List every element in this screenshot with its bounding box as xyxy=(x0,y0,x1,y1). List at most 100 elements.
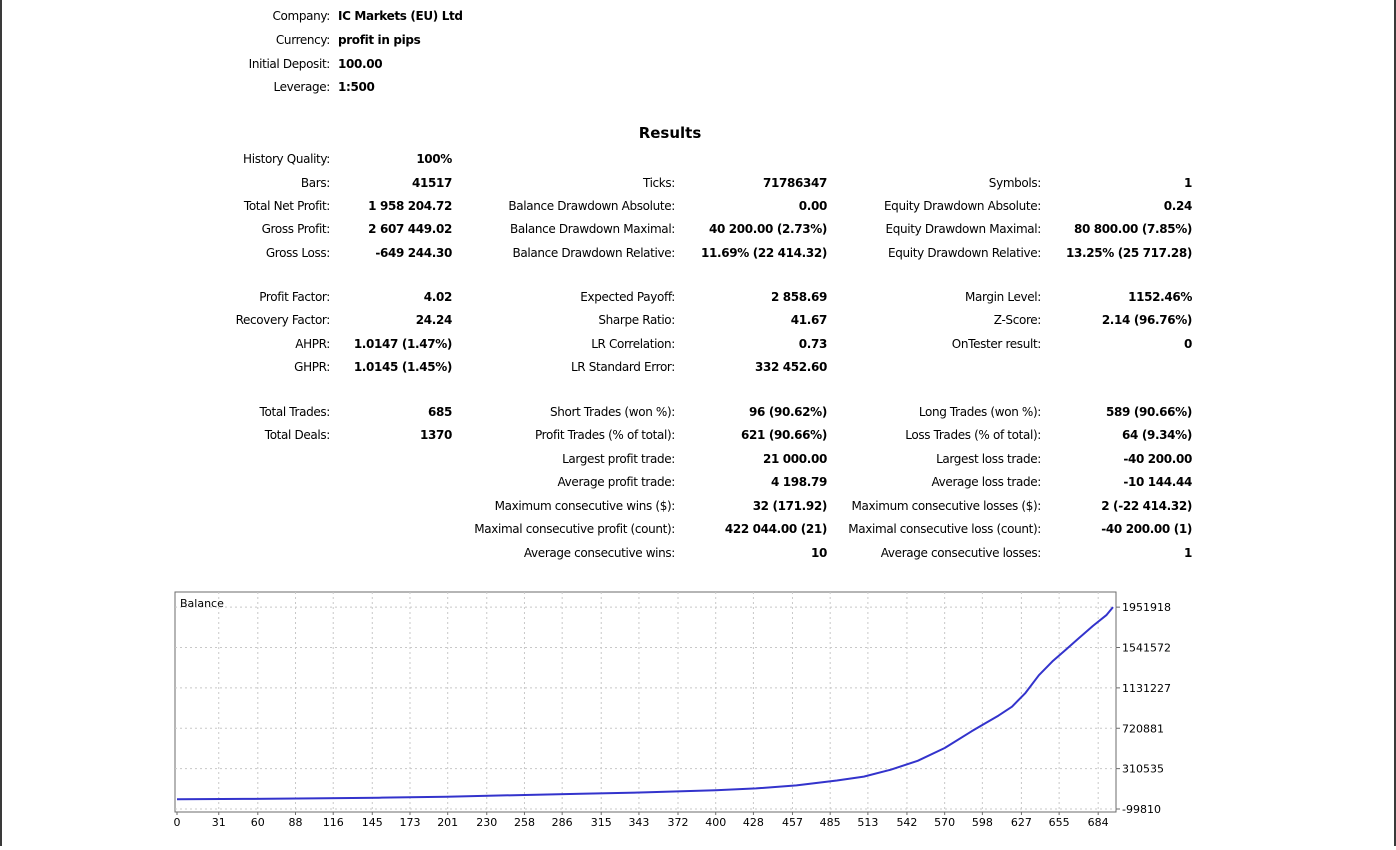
largest-loss-trade-value: -40 200.00 xyxy=(1123,452,1192,466)
y-tick-label: 1951918 xyxy=(1122,601,1171,614)
x-tick-label: 570 xyxy=(934,816,955,829)
y-tick-label: -99810 xyxy=(1122,803,1161,816)
average-loss-trade-value: -10 144.44 xyxy=(1123,475,1192,489)
profit-trades-label: Profit Trades (% of total): xyxy=(534,428,675,442)
ontester-result-label: OnTester result: xyxy=(951,337,1042,351)
x-tick-label: 173 xyxy=(399,816,420,829)
equity-drawdown-maximal-value: 80 800.00 (7.85%) xyxy=(1073,222,1192,236)
maximal-consecutive-profit-label: Maximal consecutive profit (count): xyxy=(474,522,675,536)
average-consecutive-wins-label: Average consecutive wins: xyxy=(523,546,675,560)
sharpe-ratio-label: Sharpe Ratio: xyxy=(598,313,675,327)
equity-drawdown-relative-value: 13.25% (25 717.28) xyxy=(1065,246,1192,260)
x-tick-label: 145 xyxy=(362,816,383,829)
gross-loss-value: -649 244.30 xyxy=(375,246,452,260)
ghpr-label: GHPR: xyxy=(294,360,330,374)
largest-loss-trade-label: Largest loss trade: xyxy=(936,452,1041,466)
average-consecutive-wins-value: 10 xyxy=(811,546,827,560)
short-trades-value: 96 (90.62%) xyxy=(749,405,827,419)
max-consecutive-losses-label: Maximum consecutive losses ($): xyxy=(851,499,1042,513)
balance-drawdown-absolute-value: 0.00 xyxy=(798,199,828,213)
currency-label: Currency: xyxy=(275,33,330,47)
lr-correlation-label: LR Correlation: xyxy=(591,337,675,351)
total-deals-label: Total Deals: xyxy=(264,428,331,442)
expected-payoff-label: Expected Payoff: xyxy=(580,290,675,304)
x-tick-label: 286 xyxy=(552,816,573,829)
x-tick-label: 400 xyxy=(705,816,726,829)
x-tick-label: 230 xyxy=(476,816,497,829)
y-tick-label: 1131227 xyxy=(1122,682,1171,695)
leverage-label: Leverage: xyxy=(273,80,330,94)
total-trades-label: Total Trades: xyxy=(259,405,331,419)
loss-trades-value: 64 (9.34%) xyxy=(1122,428,1192,442)
x-tick-label: 428 xyxy=(743,816,764,829)
profit-factor-label: Profit Factor: xyxy=(259,290,330,304)
symbols-label: Symbols: xyxy=(988,176,1042,190)
long-trades-label: Long Trades (won %): xyxy=(918,405,1042,419)
equity-drawdown-absolute-label: Equity Drawdown Absolute: xyxy=(883,199,1041,213)
x-tick-label: 485 xyxy=(820,816,841,829)
x-tick-label: 88 xyxy=(289,816,303,829)
bars-value: 41517 xyxy=(412,176,452,190)
x-tick-label: 655 xyxy=(1049,816,1070,829)
equity-drawdown-relative-label: Equity Drawdown Relative: xyxy=(888,246,1041,260)
ghpr-value: 1.0145 (1.45%) xyxy=(353,360,453,374)
chart-ticks: 1951918 1541572 1131227 720881 310535 -99810 0… xyxy=(174,601,1172,829)
chart-grid xyxy=(175,592,1116,812)
x-tick-label: 116 xyxy=(323,816,344,829)
maximal-consecutive-profit-value: 422 044.00 (21) xyxy=(724,522,827,536)
chart-line-layer xyxy=(176,606,1114,801)
history-quality-label: History Quality: xyxy=(243,152,330,166)
margin-level-value: 1152.46% xyxy=(1128,290,1192,304)
initial-deposit-value: 100.00 xyxy=(338,57,383,71)
lr-standard-error-value: 332 452.60 xyxy=(754,360,827,374)
x-tick-label: 343 xyxy=(628,816,649,829)
average-consecutive-losses-label: Average consecutive losses: xyxy=(880,546,1042,560)
expected-payoff-value: 2 858.69 xyxy=(770,290,827,304)
x-tick-label: 372 xyxy=(667,816,688,829)
results-title: Results xyxy=(638,124,702,142)
short-trades-label: Short Trades (won %): xyxy=(550,405,675,419)
x-tick-label: 513 xyxy=(857,816,878,829)
x-tick-label: 627 xyxy=(1011,816,1032,829)
x-tick-label: 315 xyxy=(591,816,612,829)
chart-title: Balance xyxy=(180,597,224,610)
symbols-value: 1 xyxy=(1184,176,1192,190)
average-profit-trade-value: 4 198.79 xyxy=(770,475,827,489)
ahpr-value: 1.0147 (1.47%) xyxy=(353,337,453,351)
z-score-value: 2.14 (96.76%) xyxy=(1101,313,1193,327)
x-tick-label: 684 xyxy=(1088,816,1109,829)
total-net-profit-value: 1 958 204.72 xyxy=(368,199,452,213)
history-quality-value: 100% xyxy=(416,152,452,166)
maximal-consecutive-loss-label: Maximal consecutive loss (count): xyxy=(848,522,1041,536)
recovery-factor-label: Recovery Factor: xyxy=(235,313,331,327)
window-border-left xyxy=(0,0,2,846)
margin-level-label: Margin Level: xyxy=(965,290,1041,304)
y-tick-label: 1541572 xyxy=(1122,642,1171,655)
currency-value: profit in pips xyxy=(338,33,421,47)
total-trades-value: 685 xyxy=(428,405,452,419)
largest-profit-trade-label: Largest profit trade: xyxy=(562,452,675,466)
average-consecutive-losses-value: 1 xyxy=(1184,546,1192,560)
loss-trades-label: Loss Trades (% of total): xyxy=(905,428,1041,442)
x-tick-label: 542 xyxy=(896,816,917,829)
initial-deposit-label: Initial Deposit: xyxy=(248,57,331,71)
ticks-value: 71786347 xyxy=(763,176,827,190)
profit-factor-value: 4.02 xyxy=(423,290,453,304)
balance-drawdown-relative-value: 11.69% (22 414.32) xyxy=(700,246,827,260)
largest-profit-trade-value: 21 000.00 xyxy=(762,452,827,466)
window-border-right xyxy=(1394,0,1396,846)
balance-drawdown-maximal-label: Balance Drawdown Maximal: xyxy=(509,222,675,236)
ahpr-label: AHPR: xyxy=(295,337,330,351)
average-profit-trade-label: Average profit trade: xyxy=(557,475,676,489)
long-trades-value: 589 (90.66%) xyxy=(1106,405,1192,419)
max-consecutive-losses-value: 2 (-22 414.32) xyxy=(1101,499,1192,513)
average-loss-trade-label: Average loss trade: xyxy=(931,475,1042,489)
balance-drawdown-maximal-value: 40 200.00 (2.73%) xyxy=(708,222,827,236)
chart-plot-frame xyxy=(174,591,1117,813)
leverage-value: 1:500 xyxy=(338,80,375,94)
max-consecutive-wins-label: Maximum consecutive wins ($): xyxy=(494,499,676,513)
x-tick-label: 201 xyxy=(437,816,458,829)
y-tick-label: 720881 xyxy=(1122,722,1164,735)
